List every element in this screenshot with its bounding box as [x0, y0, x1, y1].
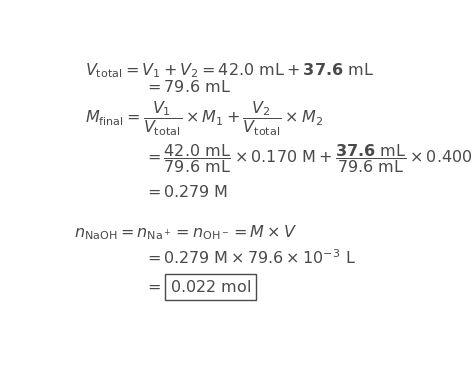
Text: $= \dfrac{42.0\ \mathrm{mL}}{79.6\ \mathrm{mL}} \times 0.170\ \mathrm{M} + \dfra: $= \dfrac{42.0\ \mathrm{mL}}{79.6\ \math… — [145, 142, 474, 175]
Text: $= 79.6\ \mathrm{mL}$: $= 79.6\ \mathrm{mL}$ — [145, 79, 231, 95]
Text: $V_{\mathrm{total}} = V_1 + V_2 = 42.0\ \mathrm{mL} + \mathbf{37.6}\ \mathrm{mL}: $V_{\mathrm{total}} = V_1 + V_2 = 42.0\ … — [85, 61, 374, 80]
Text: $n_{\mathrm{NaOH}} = n_{\mathrm{Na^+}} = n_{\mathrm{OH^-}} = M \times V$: $n_{\mathrm{NaOH}} = n_{\mathrm{Na^+}} =… — [74, 223, 297, 242]
Text: $0.022\ \mathrm{mol}$: $0.022\ \mathrm{mol}$ — [170, 279, 252, 295]
Text: $=$: $=$ — [145, 279, 161, 294]
Text: $= 0.279\ \mathrm{M} \times 79.6 \times 10^{-3}\ \mathrm{L}$: $= 0.279\ \mathrm{M} \times 79.6 \times … — [145, 248, 356, 267]
Text: $= 0.279\ \mathrm{M}$: $= 0.279\ \mathrm{M}$ — [145, 184, 228, 200]
Text: $M_{\mathrm{final}} = \dfrac{V_1}{V_{\mathrm{total}}} \times M_1 + \dfrac{V_2}{V: $M_{\mathrm{final}} = \dfrac{V_1}{V_{\ma… — [85, 100, 323, 138]
